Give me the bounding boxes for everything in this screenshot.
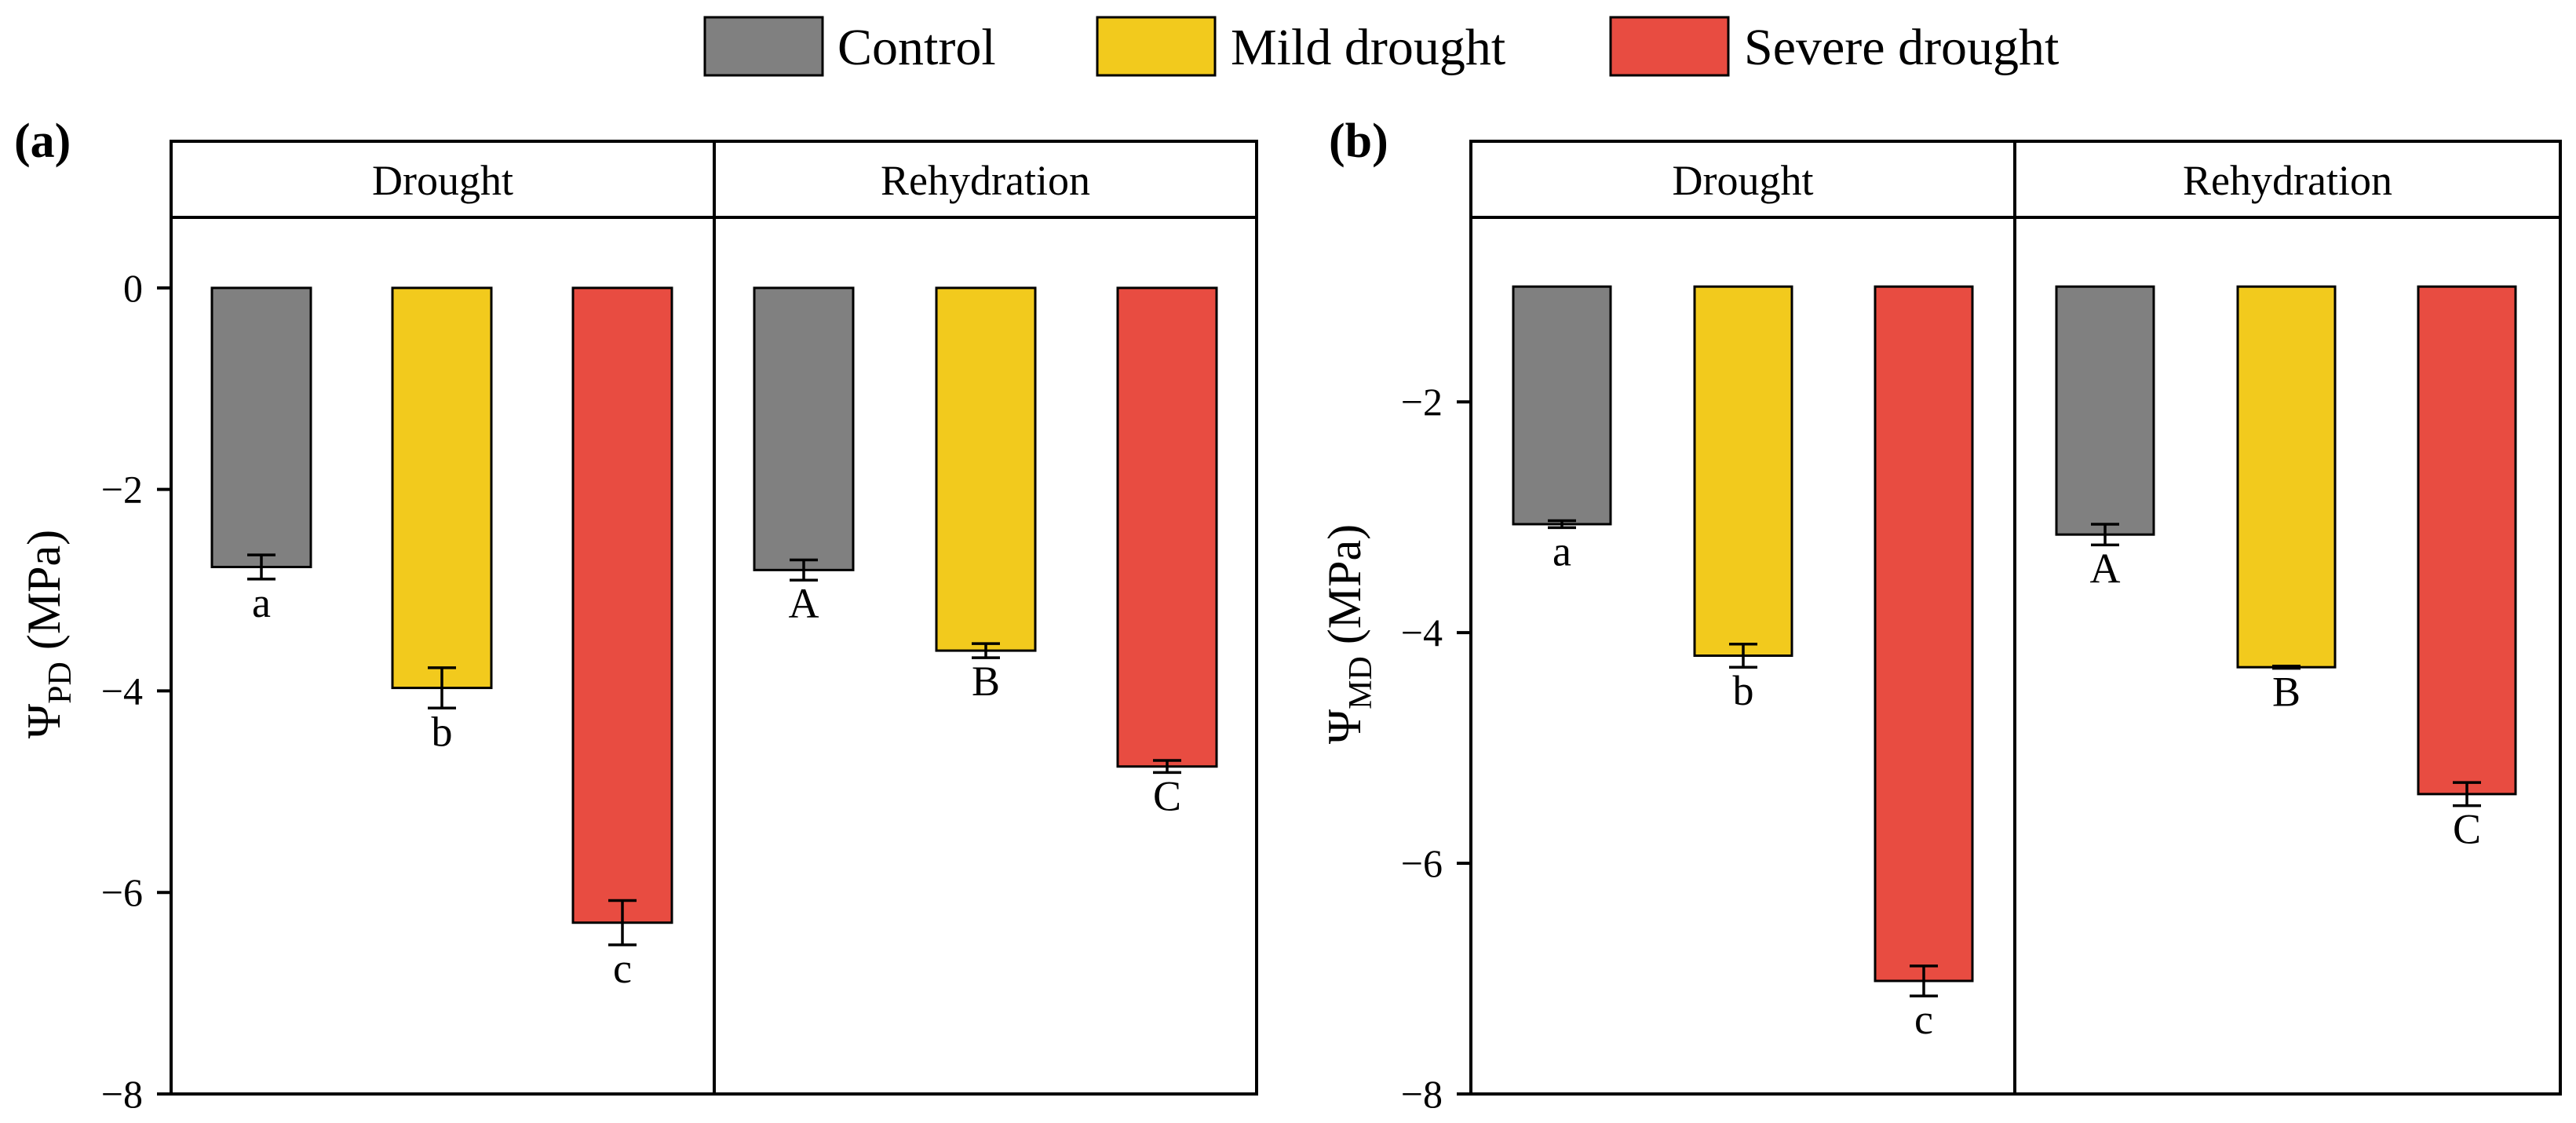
significance-letter: b bbox=[432, 708, 453, 755]
facet-label-drought: Drought bbox=[372, 157, 513, 204]
facet-label-rehydration: Rehydration bbox=[881, 157, 1090, 204]
y-tick-label: −8 bbox=[1401, 1072, 1443, 1116]
y-axis-title-symbol: Ψ bbox=[18, 703, 70, 738]
significance-letter: B bbox=[972, 658, 1000, 705]
significance-letter: b bbox=[1733, 667, 1754, 714]
bar-drought-2 bbox=[571, 286, 673, 924]
significance-letter: C bbox=[1153, 772, 1181, 819]
facet-label-drought: Drought bbox=[1673, 157, 1814, 204]
y-tick-label: −6 bbox=[101, 870, 143, 914]
y-axis-title-unit: (MPa) bbox=[18, 530, 70, 662]
bar-rehydration-1 bbox=[2236, 285, 2337, 669]
significance-letter: c bbox=[1914, 996, 1933, 1043]
legend-swatch-2 bbox=[1609, 16, 1730, 77]
bar-drought-2 bbox=[1874, 285, 1974, 983]
legend-label-2: Severe drought bbox=[1744, 19, 2059, 76]
panel-tag: (a) bbox=[14, 115, 71, 168]
bar-drought-1 bbox=[391, 286, 493, 690]
bar-rehydration-2 bbox=[2417, 285, 2517, 796]
bar-rehydration-0 bbox=[2055, 285, 2155, 536]
significance-letter: B bbox=[2272, 669, 2301, 716]
panel-b: Drought Rehydration (b) −2 −4 −6 −8 ΨMD (MPa) a b… bbox=[1319, 115, 2562, 1116]
bar-drought-0 bbox=[1512, 285, 1612, 526]
significance-letter: a bbox=[1553, 527, 1571, 574]
y-axis-title: ΨPD (MPa) bbox=[18, 530, 78, 738]
legend-swatch-0 bbox=[703, 16, 824, 77]
bar-drought-0 bbox=[210, 286, 312, 569]
y-tick-label: −2 bbox=[101, 468, 143, 512]
y-axis-title-subscript: PD bbox=[42, 662, 78, 704]
y-axis-title: ΨMD (MPa) bbox=[1319, 524, 1379, 744]
significance-letter: a bbox=[252, 579, 271, 626]
y-tick-label: −6 bbox=[1401, 841, 1443, 885]
legend-label-1: Mild drought bbox=[1231, 19, 1505, 76]
bar-rehydration-1 bbox=[935, 286, 1037, 652]
significance-letter: A bbox=[2090, 545, 2121, 592]
y-tick-label: −4 bbox=[101, 669, 143, 713]
bar-drought-1 bbox=[1693, 285, 1793, 657]
y-tick-label: 0 bbox=[123, 266, 143, 310]
facet-label-rehydration: Rehydration bbox=[2183, 157, 2392, 204]
y-axis-title-symbol: Ψ bbox=[1319, 709, 1370, 744]
bar-rehydration-2 bbox=[1116, 286, 1218, 768]
y-tick-label: −4 bbox=[1401, 611, 1443, 654]
y-tick-label: −2 bbox=[1401, 380, 1443, 424]
y-axis-title-subscript: MD bbox=[1343, 656, 1379, 709]
significance-letter: C bbox=[2453, 806, 2481, 853]
significance-letter: c bbox=[613, 945, 632, 992]
legend-swatch-1 bbox=[1096, 16, 1217, 77]
legend-label-0: Control bbox=[837, 19, 996, 76]
bar-rehydration-0 bbox=[753, 286, 855, 571]
significance-letter: A bbox=[789, 580, 819, 627]
legend: Control Mild drought Severe drought bbox=[703, 16, 2059, 77]
y-tick-label: −8 bbox=[101, 1072, 143, 1116]
panel-tag: (b) bbox=[1329, 115, 1388, 168]
panel-a: Drought Rehydration (a) 0 −2 −4 −6 −8 ΨPD (MPa) a… bbox=[14, 115, 1258, 1116]
y-axis-title-unit: (MPa) bbox=[1319, 524, 1370, 656]
